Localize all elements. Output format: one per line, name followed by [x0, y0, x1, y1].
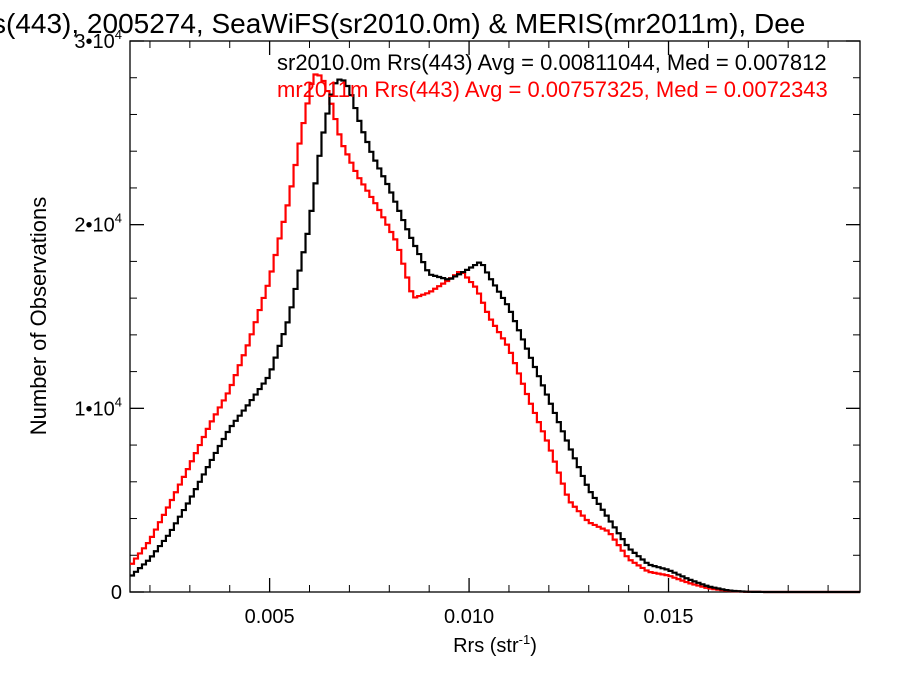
series-line-1: [130, 73, 860, 594]
x-axis-label-sup: -1: [519, 632, 531, 647]
y-axis-label: Number of Observations: [26, 197, 51, 435]
x-axis-label: Rrs (str-1): [453, 632, 537, 657]
x-axis-label-text: Rrs (str: [453, 635, 519, 657]
tick-labels: 0.005 0.010 0.015 0 1•104 2•104 3•104: [74, 27, 693, 628]
y-tick-label-3: 3•104: [74, 27, 122, 53]
series-layer: [130, 73, 860, 594]
x-tick-label-2: 0.015: [643, 606, 693, 628]
chart-title: s(443), 2005274, SeaWiFS(sr2010.0m) & ME…: [0, 8, 805, 39]
legend-entry-sr2010: sr2010.0m Rrs(443) Avg = 0.00811044, Med…: [277, 50, 827, 75]
y-tick-label-1: 1•104: [74, 394, 122, 420]
x-tick-label-1: 0.010: [444, 606, 494, 628]
y-tick-label-2: 2•104: [74, 211, 122, 237]
axis-ticks: [130, 40, 860, 593]
series-line-0: [130, 78, 860, 594]
plot-frame: [129, 40, 861, 593]
x-axis-label-close: ): [530, 635, 537, 657]
legend-entry-mr2011: mr2011m Rrs(443) Avg = 0.00757325, Med =…: [277, 77, 828, 102]
y-tick-label-0: 0: [111, 582, 122, 604]
x-tick-label-0: 0.005: [245, 606, 295, 628]
